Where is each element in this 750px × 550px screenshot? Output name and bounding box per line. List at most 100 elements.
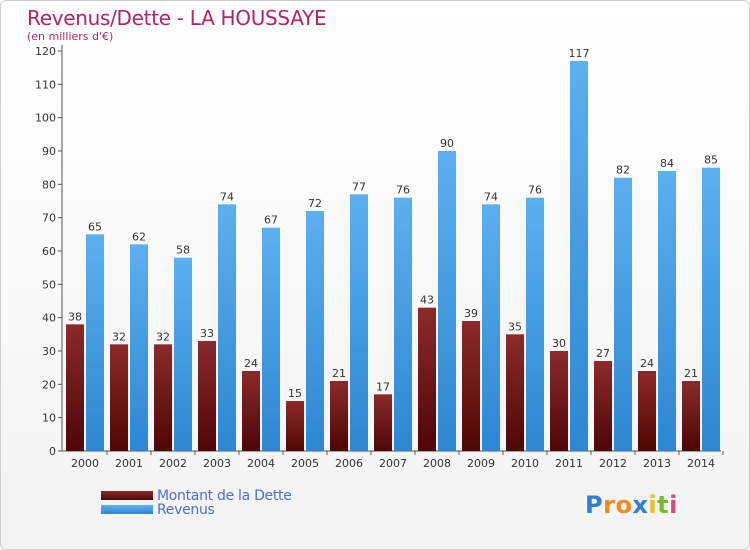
bar-revenus bbox=[394, 197, 412, 451]
data-label: 74 bbox=[484, 190, 498, 203]
x-tick-label: 2007 bbox=[379, 457, 407, 470]
data-label: 76 bbox=[396, 184, 410, 197]
data-label: 38 bbox=[68, 310, 82, 323]
bar-dette bbox=[374, 394, 392, 451]
y-tick-label: 10 bbox=[42, 412, 56, 425]
bar-revenus bbox=[130, 244, 148, 451]
data-label: 24 bbox=[244, 357, 258, 370]
bar-dette bbox=[418, 307, 436, 451]
bar-dette bbox=[330, 381, 348, 451]
proxiti-logo: Proxiti bbox=[585, 491, 678, 519]
data-label: 32 bbox=[112, 330, 126, 343]
data-label: 17 bbox=[376, 380, 390, 393]
bar-dette bbox=[550, 351, 568, 451]
bar-dette bbox=[66, 324, 84, 451]
y-tick-label: 50 bbox=[42, 278, 56, 291]
data-label: 62 bbox=[132, 230, 146, 243]
x-tick-label: 2000 bbox=[71, 457, 99, 470]
data-label: 30 bbox=[552, 337, 566, 350]
bar-dette bbox=[638, 371, 656, 451]
x-tick-label: 2002 bbox=[159, 457, 187, 470]
bar-dette bbox=[198, 341, 216, 451]
data-label: 67 bbox=[264, 214, 278, 227]
x-tick-label: 2012 bbox=[599, 457, 627, 470]
data-label: 24 bbox=[640, 357, 654, 370]
x-tick-label: 2001 bbox=[115, 457, 143, 470]
bar-revenus bbox=[658, 171, 676, 451]
data-labels: 38 32 32 33 24 15 21 17 43 39 35 30 27 24 21 65 62 58 74 67… bbox=[68, 47, 718, 400]
bar-revenus bbox=[350, 194, 368, 452]
y-tick-label: 60 bbox=[42, 245, 56, 258]
y-tick-label: 80 bbox=[42, 178, 56, 191]
bar-dette bbox=[154, 344, 172, 451]
data-label: 77 bbox=[352, 180, 366, 193]
y-tick-label: 20 bbox=[42, 378, 56, 391]
data-label: 90 bbox=[440, 137, 454, 150]
y-tick-label: 90 bbox=[42, 145, 56, 158]
bars bbox=[66, 61, 720, 452]
data-label: 35 bbox=[508, 320, 522, 333]
bar-dette bbox=[286, 401, 304, 451]
bar-revenus bbox=[262, 227, 280, 451]
data-label: 85 bbox=[704, 154, 718, 167]
bar-revenus bbox=[306, 211, 324, 451]
x-tick-label: 2004 bbox=[247, 457, 275, 470]
logo-letter: o bbox=[615, 491, 633, 519]
logo-letter: i bbox=[669, 491, 678, 519]
logo-letter: t bbox=[657, 491, 670, 519]
data-label: 84 bbox=[660, 157, 674, 170]
bar-revenus bbox=[570, 61, 588, 451]
legend-item-dette: Montant de la Dette bbox=[101, 488, 292, 504]
data-label: 39 bbox=[464, 307, 478, 320]
data-label: 27 bbox=[596, 347, 610, 360]
x-tick-label: 2008 bbox=[423, 457, 451, 470]
bar-revenus bbox=[526, 197, 544, 451]
chart-subtitle: (en milliers d'€) bbox=[27, 30, 114, 43]
bar-dette bbox=[110, 344, 128, 451]
data-label: 74 bbox=[220, 190, 234, 203]
y-tick-label: 120 bbox=[35, 45, 56, 58]
bar-revenus bbox=[218, 204, 236, 451]
data-label: 76 bbox=[528, 184, 542, 197]
x-tick-label: 2006 bbox=[335, 457, 363, 470]
bar-revenus bbox=[614, 177, 632, 451]
data-label: 72 bbox=[308, 197, 322, 210]
y-tick-label: 100 bbox=[35, 112, 56, 125]
bar-revenus bbox=[702, 167, 720, 451]
axes: 0 10 20 30 40 50 60 70 80 90 100 110 120 2000 2001 2002… bbox=[35, 45, 724, 470]
x-tick-label: 2011 bbox=[555, 457, 583, 470]
data-label: 21 bbox=[332, 367, 346, 380]
legend-item-revenus: Revenus bbox=[101, 502, 215, 518]
bar-dette bbox=[462, 321, 480, 451]
y-tick-label: 30 bbox=[42, 345, 56, 358]
logo-letter: P bbox=[585, 491, 604, 519]
x-tick-label: 2005 bbox=[291, 457, 319, 470]
bar-revenus bbox=[482, 204, 500, 451]
x-tick-label: 2014 bbox=[687, 457, 715, 470]
y-tick-label: 110 bbox=[35, 78, 56, 91]
bar-revenus bbox=[86, 234, 104, 451]
logo-letter: i bbox=[648, 491, 658, 519]
x-tick-label: 2013 bbox=[643, 457, 671, 470]
bar-dette bbox=[506, 334, 524, 451]
x-tick-label: 2003 bbox=[203, 457, 231, 470]
data-label: 32 bbox=[156, 330, 170, 343]
logo-letter: x bbox=[632, 491, 649, 519]
y-tick-label: 40 bbox=[42, 312, 56, 325]
data-label: 82 bbox=[616, 164, 630, 177]
data-label: 43 bbox=[420, 294, 434, 307]
legend-swatch-revenus bbox=[101, 505, 153, 514]
bar-dette bbox=[682, 381, 700, 451]
legend-swatch-dette bbox=[101, 491, 153, 500]
data-label: 58 bbox=[176, 244, 190, 257]
data-label: 15 bbox=[288, 387, 302, 400]
x-tick-label: 2010 bbox=[511, 457, 539, 470]
data-label: 117 bbox=[569, 47, 590, 60]
bar-dette bbox=[594, 361, 612, 451]
y-tick-label: 70 bbox=[42, 212, 56, 225]
x-tick-label: 2009 bbox=[467, 457, 495, 470]
bar-revenus bbox=[438, 151, 456, 451]
bar-revenus bbox=[174, 257, 192, 451]
